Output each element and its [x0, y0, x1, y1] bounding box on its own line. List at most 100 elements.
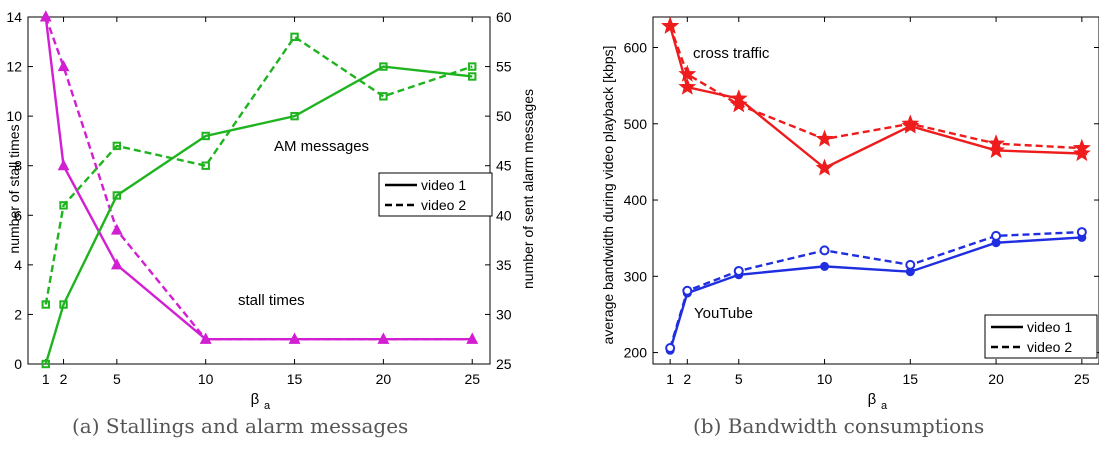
chart-a-legend-label: video 2	[421, 197, 466, 213]
chart-a-data-point	[199, 332, 212, 344]
chart-a-y2-tick-label: 30	[496, 306, 512, 322]
chart-b-data-point	[820, 261, 830, 271]
chart-a-legend	[378, 172, 493, 217]
chart-b-plot-frame	[652, 16, 1099, 365]
chart-b-series-cross-solid	[661, 16, 1091, 176]
chart-a-x-tick-label: 25	[464, 371, 480, 387]
chart-b-data-point	[1076, 227, 1087, 238]
chart-a-data-point	[201, 131, 210, 141]
chart-a-y-tick-label: 2	[14, 306, 22, 322]
chart-a-y2-tick-label: 45	[496, 158, 512, 174]
chart-b-data-point	[987, 141, 1006, 159]
chart-a-data-point	[59, 300, 68, 309]
chart-a-data-point	[39, 10, 52, 22]
chart-a-data-point	[112, 141, 122, 151]
chart-b-annotation-youtube: YouTube	[694, 305, 753, 322]
chart-a-data-point	[41, 300, 50, 309]
chart-b-x-tick-label: 20	[988, 371, 1004, 387]
chart-a-data-point	[59, 201, 68, 210]
chart-a-data-point	[111, 258, 123, 270]
chart-b-x-axis-label-subscript: a	[881, 400, 888, 410]
chart-b-series-cross-dashed	[661, 16, 1091, 156]
chart-a-y-tick-label: 8	[14, 158, 22, 174]
chart-a-x-axis-label: β	[251, 391, 260, 408]
chart-a-x-tick-label: 10	[198, 371, 214, 387]
chart-a-data-point	[57, 159, 70, 171]
chart-a-y-tick-label: 6	[14, 207, 22, 223]
chart-b-x-tick-label: 10	[817, 371, 833, 387]
chart-b-data-point	[678, 77, 697, 95]
chart-b-data-point	[819, 245, 830, 256]
chart-a-annotation-stall-times: stall times	[238, 292, 305, 309]
chart-a-data-point	[377, 332, 390, 344]
chart-b-data-point	[682, 285, 693, 296]
chart-b-x-tick-label: 25	[1074, 371, 1090, 387]
chart-a-y2-tick-label: 35	[496, 257, 512, 273]
chart-a-y2-tick-label: 50	[496, 108, 512, 124]
chart-a-y-tick-label: 14	[6, 9, 22, 25]
chart-b-y-tick-label: 400	[624, 192, 648, 208]
chart-a-data-point	[288, 332, 301, 344]
chart-a: number of stall times number of sent ala…	[6, 9, 536, 410]
chart-b-data-point	[815, 158, 834, 176]
chart-b: average bandwidth during video playback …	[600, 16, 1099, 410]
chart-a-x-tick-label: 20	[376, 371, 392, 387]
chart-a-x-tick-label: 2	[60, 371, 68, 387]
chart-a-data-point	[379, 62, 388, 71]
chart-b-x-tick-label: 1	[666, 371, 674, 387]
chart-b-y-tick-label: 600	[624, 40, 648, 56]
chart-a-y-tick-label: 12	[6, 59, 22, 75]
chart-b-y-tick-label: 300	[624, 268, 648, 284]
chart-a-data-point	[57, 59, 70, 72]
chart-b-data-point	[905, 259, 916, 270]
chart-a-x-axis-label-subscript: a	[264, 400, 271, 410]
chart-a-series-stall-dashed	[39, 10, 479, 344]
chart-a-data-point	[201, 161, 210, 170]
chart-a-data-point	[290, 111, 299, 121]
chart-a-data-point	[112, 191, 122, 200]
chart-a-series-am-solid	[41, 62, 477, 369]
chart-a-data-point	[379, 92, 388, 101]
chart-b-x-axis-label: β	[868, 391, 877, 408]
chart-a-data-point	[468, 72, 477, 81]
chart-b-legend-label: video 1	[1027, 319, 1072, 335]
chart-a-y2-tick-label: 55	[496, 59, 512, 75]
chart-a-data-point	[41, 359, 50, 369]
chart-b-data-point	[815, 129, 834, 147]
chart-b-data-point	[678, 64, 697, 82]
chart-b-data-point	[1072, 144, 1091, 162]
chart-b-data-point	[665, 342, 676, 353]
chart-b-x-tick-label: 2	[683, 371, 691, 387]
chart-b-data-point	[901, 114, 920, 132]
chart-a-y2-tick-label: 60	[496, 9, 512, 25]
chart-a-y-tick-label: 0	[14, 356, 22, 372]
chart-a-y-tick-label: 4	[14, 257, 22, 273]
chart-a-y-axis-label: number of stall times	[6, 124, 22, 253]
chart-a-series-am-dashed	[41, 32, 477, 309]
chart-b-y-tick-label: 500	[624, 116, 648, 132]
chart-b-data-point	[729, 95, 748, 113]
chart-b-data-point	[661, 16, 680, 34]
chart-a-legend-label: video 1	[421, 177, 466, 193]
chart-b-data-point	[987, 134, 1006, 152]
chart-a-x-tick-label: 1	[42, 371, 50, 387]
chart-b-data-point	[1072, 138, 1091, 156]
chart-a-y2-tick-label: 40	[496, 207, 512, 223]
chart-a-x-tick-label: 15	[287, 371, 303, 387]
caption-a: (a) Stallings and alarm messages	[72, 414, 409, 438]
chart-a-data-point	[290, 32, 299, 42]
chart-a-y2-axis-label: number of sent alarm messages	[520, 89, 536, 289]
chart-b-data-point	[991, 230, 1002, 241]
chart-b-annotation-cross-traffic: cross traffic	[693, 45, 770, 62]
chart-a-data-point	[466, 332, 479, 344]
chart-b-x-tick-label: 15	[903, 371, 919, 387]
chart-b-x-tick-label: 5	[735, 371, 743, 387]
chart-a-series-line	[44, 65, 473, 365]
chart-a-data-point	[468, 62, 477, 71]
chart-a-annotation-am-messages: AM messages	[274, 138, 369, 155]
chart-b-series-youtube-dashed	[665, 227, 1087, 353]
chart-a-x-tick-label: 5	[113, 371, 121, 387]
chart-b-legend-label: video 2	[1027, 339, 1072, 355]
chart-b-data-point	[733, 265, 744, 276]
chart-a-y2-tick-label: 25	[496, 356, 512, 372]
